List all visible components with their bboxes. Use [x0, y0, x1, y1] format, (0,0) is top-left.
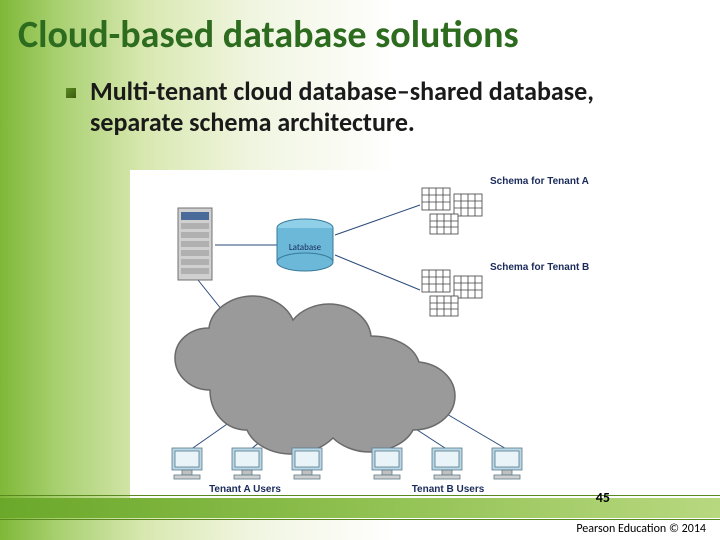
- footer-bar: [0, 498, 720, 518]
- pc-a1: [172, 448, 202, 479]
- tenant-a-label: Tenant A Users: [209, 484, 281, 495]
- page-number: 45: [596, 489, 610, 506]
- schema-b-icon: [422, 270, 482, 316]
- pc-b2: [432, 448, 462, 479]
- pc-a2: [232, 448, 262, 479]
- footer-line-2: [0, 519, 720, 520]
- server-icon: [178, 208, 212, 280]
- pc-b1: [372, 448, 402, 479]
- database-icon: Latabase: [277, 219, 333, 271]
- pc-b3: [492, 448, 522, 479]
- page-title: Cloud-based database solutions: [0, 0, 720, 58]
- copyright-text: Pearson Education © 2014: [576, 522, 706, 536]
- pc-group: [172, 448, 522, 479]
- bullet-marker: [66, 88, 76, 98]
- schema-a-icon: [422, 188, 482, 234]
- architecture-diagram: Latabase Schema for Tenant A Sc: [130, 170, 610, 500]
- pc-a3: [292, 448, 322, 479]
- bullet-text: Multi-tenant cloud database–shared datab…: [90, 76, 680, 138]
- schema-a-label: Schema for Tenant A: [490, 176, 589, 187]
- schema-b-label: Schema for Tenant B: [490, 262, 589, 273]
- database-label: Latabase: [289, 242, 322, 253]
- tenant-b-label: Tenant B Users: [412, 484, 485, 495]
- cloud-icon: [175, 296, 455, 454]
- bullet-item: Multi-tenant cloud database–shared datab…: [0, 58, 720, 138]
- footer-line-1: [0, 495, 720, 496]
- title-text: Cloud-based database solutions: [18, 12, 519, 58]
